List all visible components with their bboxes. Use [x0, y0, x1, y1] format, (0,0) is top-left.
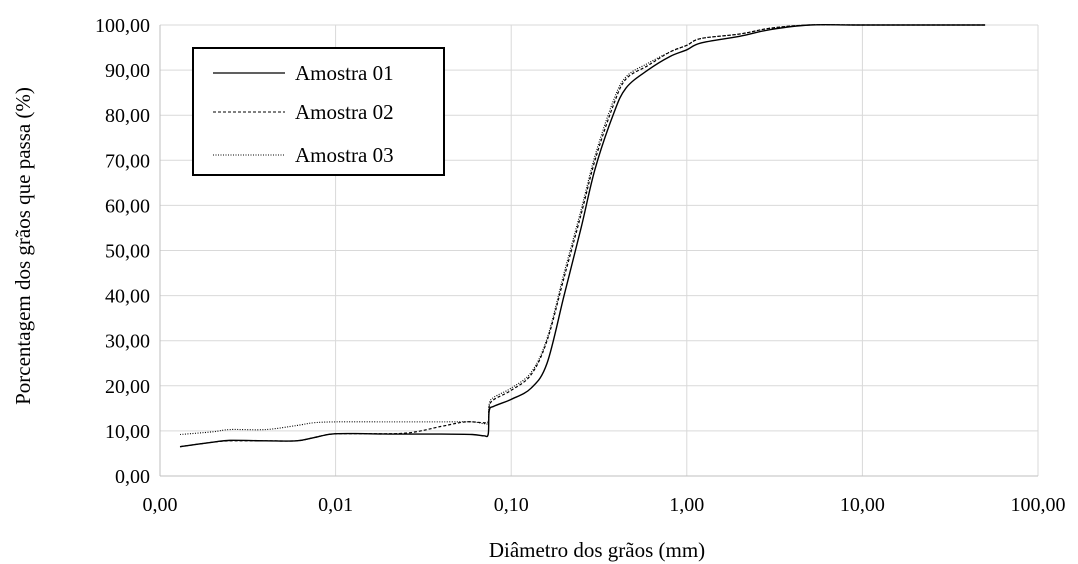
y-tick-label: 90,00: [105, 60, 150, 82]
legend-label-amostra-03: Amostra 03: [295, 143, 394, 167]
y-tick-label: 50,00: [105, 241, 150, 263]
y-tick-label: 30,00: [105, 331, 150, 353]
y-tick-label: 40,00: [105, 286, 150, 308]
y-tick-label: 70,00: [105, 150, 150, 172]
y-tick-label: 80,00: [105, 105, 150, 127]
x-tick-label: 100,00: [1011, 494, 1066, 516]
x-tick-label: 0,10: [494, 494, 529, 516]
x-axis-title: Diâmetro dos grãos (mm): [489, 538, 705, 562]
series-line-amostra-01: [179, 23, 986, 448]
legend: Amostra 01 Amostra 02 Amostra 03: [192, 47, 445, 176]
x-tick-label: 0,01: [318, 494, 353, 516]
y-tick-label: 60,00: [105, 195, 150, 217]
x-tick-labels: 0,00 0,01 0,10 1,00 10,00 100,00: [143, 494, 1066, 516]
x-tick-label: 1,00: [669, 494, 704, 516]
axes: [159, 25, 1038, 477]
series-line-amostra-02: [179, 24, 986, 448]
y-tick-label: 10,00: [105, 421, 150, 443]
x-tick-label: 0,00: [143, 494, 178, 516]
legend-label-amostra-01: Amostra 01: [295, 61, 394, 85]
x-tick-label: 10,00: [840, 494, 885, 516]
y-tick-label: 100,00: [95, 15, 150, 37]
series-lines: [179, 23, 986, 448]
y-tick-label: 20,00: [105, 376, 150, 398]
y-tick-label: 0,00: [115, 466, 150, 488]
legend-label-amostra-02: Amostra 02: [295, 100, 394, 124]
y-tick-labels: 0,00 10,00 20,00 30,00 40,00 50,00 60,00 70,00 8…: [95, 15, 150, 488]
y-axis-title: Porcentagem dos grãos que passa (%): [11, 87, 35, 405]
